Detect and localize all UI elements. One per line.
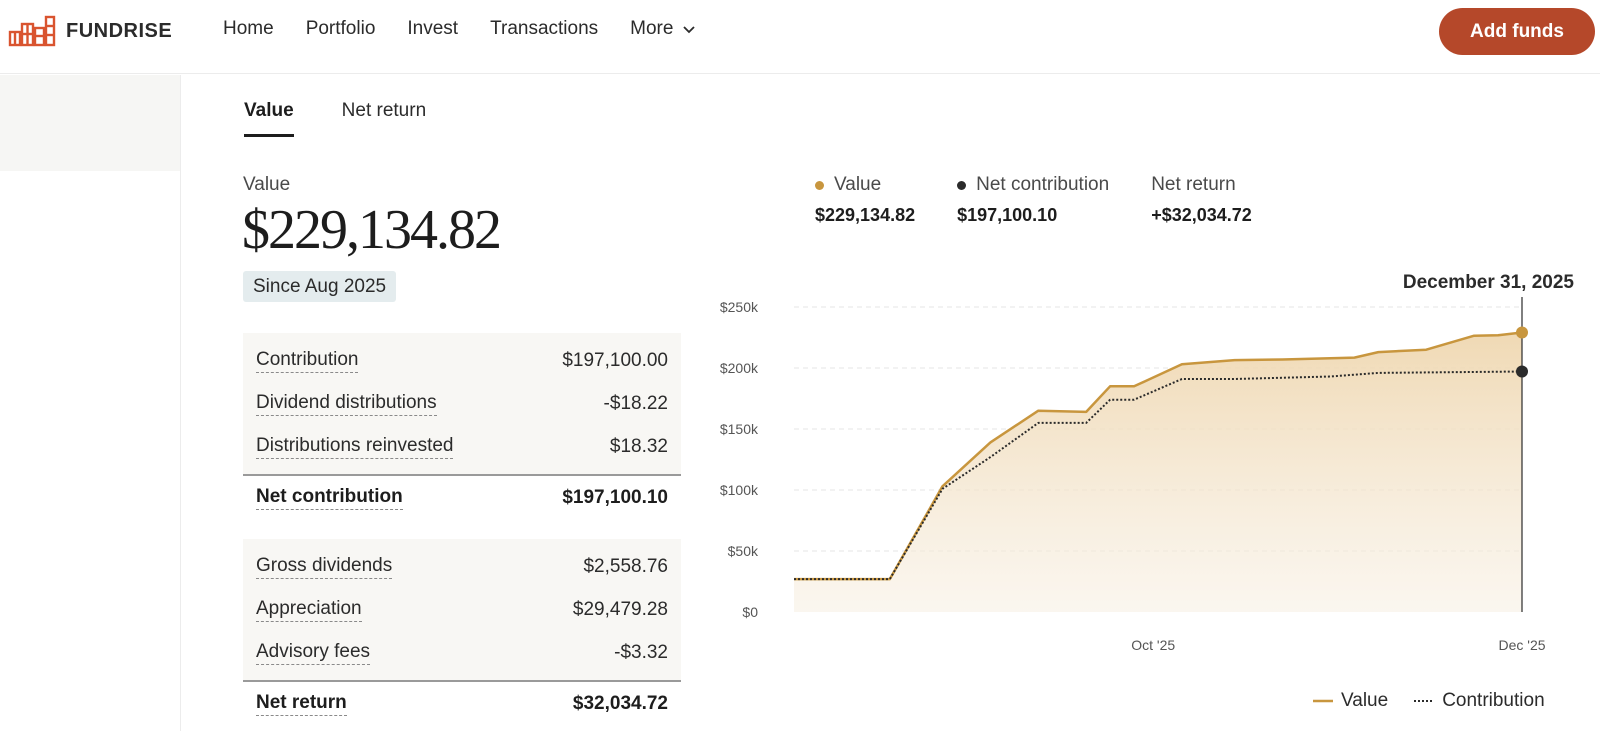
distributions-reinvested-label[interactable]: Distributions reinvested xyxy=(256,435,454,459)
nav-more[interactable]: More xyxy=(630,18,696,40)
legend-value-amount: $229,134.82 xyxy=(815,205,916,225)
dividend-distributions-value: -$18.22 xyxy=(603,392,668,414)
breakdown-row: Contribution $197,100.00 xyxy=(243,339,681,382)
x-tick-label: Dec '25 xyxy=(1498,637,1545,653)
solid-line-icon xyxy=(1313,699,1333,703)
appreciation-label[interactable]: Appreciation xyxy=(256,598,362,622)
add-funds-button[interactable]: Add funds xyxy=(1439,8,1595,55)
top-nav: FUNDRISE Home Portfolio Invest Transacti… xyxy=(0,0,1600,74)
main-nav: Home Portfolio Invest Transactions More xyxy=(223,18,727,40)
nav-invest[interactable]: Invest xyxy=(407,18,459,39)
contribution-series-line xyxy=(794,370,1523,581)
legend-item-contribution[interactable]: Contribution xyxy=(1414,690,1545,712)
y-tick-label: $50k xyxy=(728,543,759,559)
value-chart[interactable]: $0 $50k $100k $150k $200k $250k Oct '25 Dec '25 xyxy=(720,290,1580,660)
contribution-rows: Contribution $197,100.00 Dividend distri… xyxy=(243,333,681,474)
chart-summary-legend: Value $229,134.82 Net contribution $197,… xyxy=(815,174,1294,226)
legend-net-contribution-amount: $197,100.10 xyxy=(957,205,1058,225)
fundrise-logo[interactable]: FUNDRISE xyxy=(8,14,172,48)
legend-net-return-amount: +$32,034.72 xyxy=(1151,205,1252,225)
since-badge: Since Aug 2025 xyxy=(243,271,397,302)
distributions-reinvested-value: $18.32 xyxy=(609,435,668,457)
y-tick-label: $200k xyxy=(720,360,759,376)
legend-value-label: Value xyxy=(834,174,882,195)
nav-transactions[interactable]: Transactions xyxy=(490,18,599,39)
legend-net-return: Net return +$32,034.72 xyxy=(1151,174,1252,226)
net-return-value: $32,034.72 xyxy=(572,693,668,714)
contribution-breakdown: Contribution $197,100.00 Dividend distri… xyxy=(243,333,681,520)
contribution-end-point xyxy=(1516,365,1528,378)
breakdown-row: Gross dividends $2,558.76 xyxy=(243,545,681,588)
legend-item-value-label: Value xyxy=(1341,690,1389,711)
net-return-label[interactable]: Net return xyxy=(256,692,347,716)
value-end-point xyxy=(1516,326,1528,339)
y-tick-label: $150k xyxy=(720,421,759,437)
breakdown-row: Appreciation $29,479.28 xyxy=(243,588,681,631)
tab-value[interactable]: Value xyxy=(244,100,294,137)
x-tick-label: Oct '25 xyxy=(1131,637,1175,653)
gross-dividends-label[interactable]: Gross dividends xyxy=(256,555,393,579)
fundrise-logo-icon xyxy=(8,15,56,47)
appreciation-value: $29,479.28 xyxy=(572,598,668,620)
nav-more-label: More xyxy=(630,18,674,39)
nav-home[interactable]: Home xyxy=(223,18,274,39)
net-contribution-row: Net contribution $197,100.10 xyxy=(243,474,681,520)
value-area-fill xyxy=(794,332,1522,612)
gross-dividends-value: $2,558.76 xyxy=(583,555,668,577)
sidebar-placeholder xyxy=(0,75,180,171)
net-contribution-label[interactable]: Net contribution xyxy=(256,486,403,510)
legend-net-return-label: Net return xyxy=(1151,174,1236,195)
net-return-row: Net return $32,034.72 xyxy=(243,680,681,726)
legend-item-value[interactable]: Value xyxy=(1313,690,1388,712)
dotted-line-icon xyxy=(1414,700,1435,702)
dividend-distributions-label[interactable]: Dividend distributions xyxy=(256,392,437,416)
advisory-fees-value: -$3.32 xyxy=(614,641,668,663)
contribution-value: $197,100.00 xyxy=(562,349,668,371)
sidebar-divider xyxy=(180,75,181,731)
legend-net-contribution-label: Net contribution xyxy=(976,174,1110,195)
chevron-down-icon xyxy=(683,18,696,40)
breakdown-row: Dividend distributions -$18.22 xyxy=(243,382,681,425)
legend-net-contribution: Net contribution $197,100.10 xyxy=(957,174,1109,226)
y-tick-label: $0 xyxy=(742,604,758,620)
value-label: Value xyxy=(243,174,291,195)
y-tick-label: $250k xyxy=(720,299,759,315)
view-tabs: Value Net return xyxy=(244,100,474,137)
value-series-line xyxy=(794,331,1523,581)
value-dot-icon xyxy=(815,180,824,190)
advisory-fees-label[interactable]: Advisory fees xyxy=(256,641,371,665)
y-tick-label: $100k xyxy=(720,482,759,498)
contribution-label[interactable]: Contribution xyxy=(256,349,359,373)
brand-name: FUNDRISE xyxy=(66,19,173,42)
breakdown-row: Advisory fees -$3.32 xyxy=(243,631,681,674)
chart-legend: Value Contribution xyxy=(1313,690,1545,712)
legend-value: Value $229,134.82 xyxy=(815,174,915,226)
contribution-dot-icon xyxy=(957,180,967,190)
tab-net-return[interactable]: Net return xyxy=(341,100,427,121)
return-breakdown: Gross dividends $2,558.76 Appreciation $… xyxy=(243,539,681,726)
return-rows: Gross dividends $2,558.76 Appreciation $… xyxy=(243,539,681,680)
net-contribution-value: $197,100.10 xyxy=(562,487,668,508)
breakdown-row: Distributions reinvested $18.32 xyxy=(243,425,681,468)
legend-item-contribution-label: Contribution xyxy=(1442,690,1545,711)
portfolio-value: $229,134.82 xyxy=(242,199,502,261)
selected-date: December 31, 2025 xyxy=(1402,272,1574,293)
nav-portfolio[interactable]: Portfolio xyxy=(305,18,376,39)
